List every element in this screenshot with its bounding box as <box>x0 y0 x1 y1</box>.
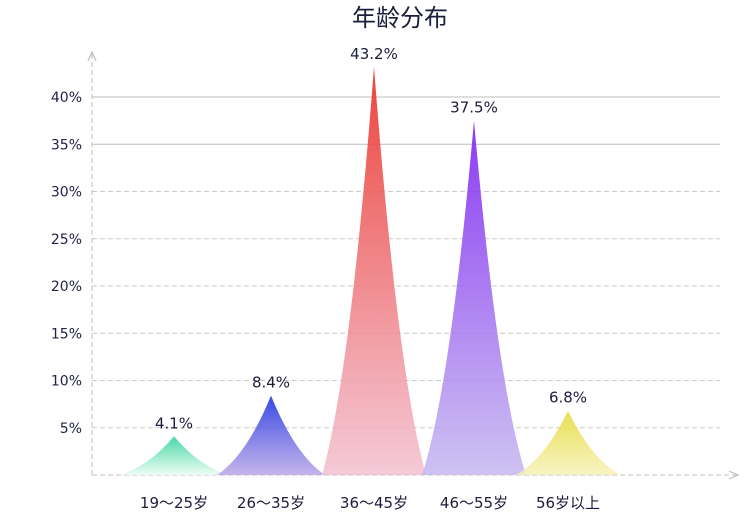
bar-2 <box>217 395 325 475</box>
y-tick-label: 10% <box>51 374 82 390</box>
x-axis-arrow <box>728 470 740 480</box>
chart-title: 年龄分布 <box>352 4 448 32</box>
bar-3 <box>322 66 426 475</box>
bar-4 <box>422 120 526 475</box>
data-label: 43.2% <box>350 45 398 63</box>
y-tick-label: 5% <box>60 421 82 437</box>
bar-5 <box>516 410 620 475</box>
x-tick-label: 56岁以上 <box>536 494 600 512</box>
data-label: 8.4% <box>252 374 290 392</box>
x-tick-label: 26～35岁 <box>237 494 305 512</box>
x-tick-label: 19～25岁 <box>140 494 208 512</box>
y-axis-arrow <box>87 50 97 62</box>
y-tick-label: 35% <box>51 137 82 153</box>
x-tick-label: 36～45岁 <box>340 494 408 512</box>
y-tick-label: 25% <box>51 232 82 248</box>
data-labels: 4.1% 19～25岁 8.4% 26～35岁 43.2% 36～45岁 37.5% 46～5… <box>140 45 600 512</box>
y-tick-label: 30% <box>51 185 82 201</box>
bars <box>120 66 620 475</box>
x-tick-label: 46～55岁 <box>440 494 508 512</box>
data-label: 6.8% <box>549 389 587 407</box>
bar-1 <box>120 436 228 475</box>
data-label: 4.1% <box>155 414 193 432</box>
y-tick-label: 15% <box>51 326 82 342</box>
y-tick-label: 40% <box>51 90 82 106</box>
data-label: 37.5% <box>450 99 498 117</box>
y-tick-label: 20% <box>51 279 82 295</box>
gridlines: 5% 10% 15% 20% 25% 30% 35% 40% <box>51 90 720 437</box>
